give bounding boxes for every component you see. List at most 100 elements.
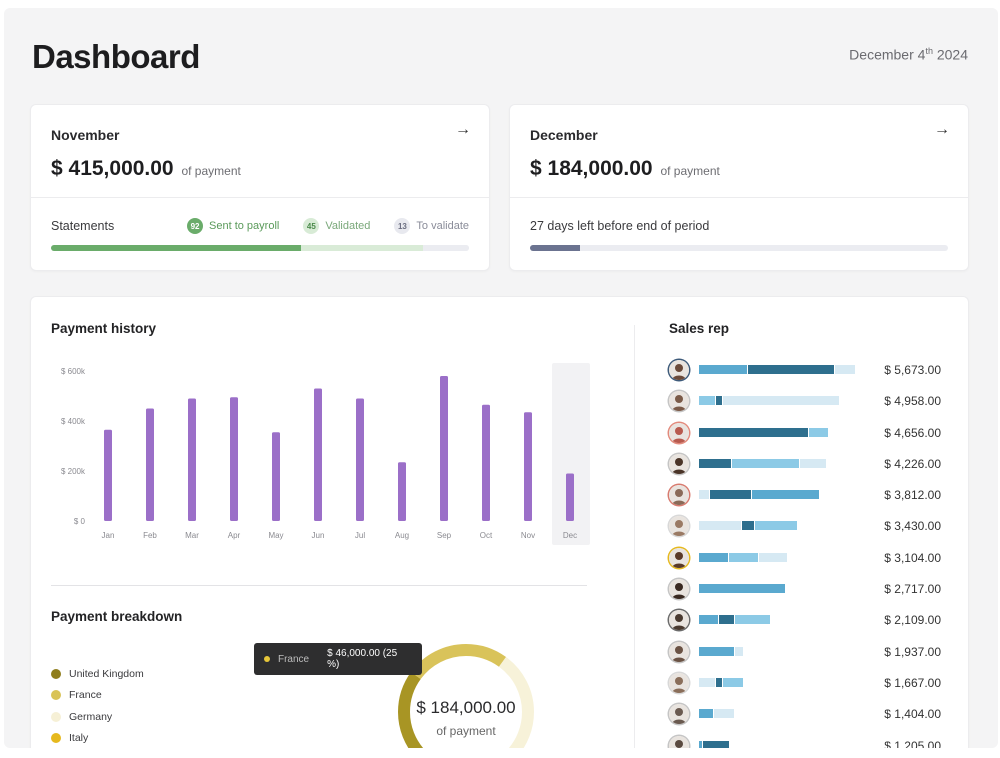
avatar [669, 579, 689, 600]
sales-rep-row[interactable]: $ 2,717.00 [669, 578, 949, 609]
legend-label: Germany [69, 710, 113, 723]
card-month-label: November [51, 127, 120, 143]
card-divider [510, 197, 968, 198]
bar-oct[interactable] [482, 404, 490, 521]
bar-segment [699, 584, 786, 594]
count-badge: 13 [394, 218, 411, 234]
bar-apr[interactable] [230, 397, 238, 521]
amount-suffix: of payment [660, 164, 720, 178]
bar-segment [699, 458, 731, 468]
legend-label: To validate [416, 220, 469, 232]
bar-segment [741, 521, 755, 531]
rep-amount: $ 3,104.00 [884, 550, 941, 565]
rep-amount: $ 1,404.00 [884, 707, 941, 722]
bar-jun[interactable] [314, 388, 322, 522]
avatar [669, 641, 689, 662]
donut-segment[interactable] [398, 644, 534, 748]
donut-segment[interactable] [398, 644, 534, 748]
x-tick-label: Mar [185, 531, 199, 540]
rep-stacked-bar [699, 709, 735, 719]
x-tick-label: May [268, 531, 283, 540]
rep-amount: $ 4,226.00 [884, 456, 941, 471]
avatar [669, 516, 689, 537]
y-tick-label: $ 200k [61, 467, 86, 476]
legend-label: United Kingdom [69, 667, 144, 680]
card-divider [31, 197, 489, 198]
bar-feb[interactable] [146, 408, 154, 522]
avatar [669, 735, 689, 748]
bar-segment [748, 365, 835, 374]
arrow-right-icon[interactable]: → [455, 121, 471, 138]
bar-jul[interactable] [356, 398, 364, 522]
page-date: December 4th 2024 [849, 46, 968, 63]
bar-dec[interactable] [566, 473, 574, 522]
bar-segment [758, 552, 788, 562]
november-card[interactable]: November → $ 415,000.00 of payment State… [30, 104, 490, 271]
legend-item[interactable]: United Kingdom [51, 663, 144, 685]
y-tick-label: $ 400k [61, 417, 86, 426]
sales-rep-row[interactable]: $ 4,656.00 [669, 422, 949, 453]
sales-rep-row[interactable]: $ 4,958.00 [669, 390, 949, 421]
bar-nov[interactable] [524, 412, 532, 521]
y-tick-label: $ 600k [61, 367, 86, 376]
avatar [669, 610, 689, 631]
bar-segment [723, 677, 743, 687]
bar-sep[interactable] [440, 376, 448, 521]
tooltip-value: $ 46,000.00 (25 %) [327, 648, 398, 670]
rep-amount: $ 1,667.00 [884, 675, 941, 690]
x-tick-label: Aug [395, 531, 409, 540]
rep-stacked-bar [699, 365, 856, 374]
sales-rep-row[interactable]: $ 1,667.00 [669, 672, 949, 703]
donut-tooltip: France $ 46,000.00 (25 %) [254, 643, 422, 675]
bar-segment [734, 615, 770, 625]
december-card[interactable]: December → $ 184,000.00 of payment 27 da… [509, 104, 969, 271]
sales-rep-row[interactable]: $ 4,226.00 [669, 453, 949, 484]
count-badge: 92 [187, 218, 204, 234]
bar-segment [716, 396, 723, 406]
avatar [669, 704, 689, 725]
legend-item[interactable]: Italy [51, 728, 144, 749]
sales-rep-row[interactable]: $ 3,430.00 [669, 515, 949, 546]
avatar [669, 391, 689, 412]
legend-sent-to-payroll: 92 Sent to payroll [187, 218, 279, 234]
legend-color-dot [51, 668, 61, 679]
rep-stacked-bar [699, 521, 798, 531]
sales-rep-title: Sales rep [669, 321, 730, 336]
legend-item[interactable]: France [51, 685, 144, 707]
progress-segment [423, 245, 469, 251]
arrow-right-icon[interactable]: → [934, 121, 950, 138]
bar-mar[interactable] [188, 398, 196, 522]
rep-stacked-bar [699, 740, 730, 748]
amount-suffix: of payment [181, 164, 241, 178]
rep-stacked-bar [699, 458, 827, 468]
legend-item[interactable]: Germany [51, 706, 144, 728]
rep-amount: $ 3,430.00 [884, 519, 941, 534]
bar-jan[interactable] [104, 429, 112, 521]
rep-stacked-bar [699, 615, 771, 625]
donut-center-label: of payment [436, 724, 496, 738]
donut-segment[interactable] [398, 644, 534, 748]
sales-rep-row[interactable]: $ 3,104.00 [669, 547, 949, 578]
x-tick-label: Sep [437, 531, 452, 540]
bar-segment [800, 458, 826, 468]
bar-may[interactable] [272, 432, 280, 521]
legend-label: Validated [325, 220, 371, 232]
payment-breakdown-title: Payment breakdown [51, 609, 183, 624]
sales-rep-row[interactable]: $ 1,205.00 [669, 735, 949, 748]
donut-center-amount: $ 184,000.00 [416, 698, 516, 717]
avatar [669, 547, 689, 568]
bar-segment [699, 740, 703, 748]
sales-rep-row[interactable]: $ 5,673.00 [669, 359, 949, 390]
bar-segment [699, 490, 709, 500]
payment-history-chart: $ 0 $ 200k $ 400k $ 600k Jan Feb Mar Apr May Jun J… [61, 363, 590, 545]
sales-rep-row[interactable]: $ 1,404.00 [669, 703, 949, 734]
bar-aug[interactable] [398, 462, 406, 521]
sales-rep-row[interactable]: $ 2,109.00 [669, 609, 949, 640]
date-main: December 4 [849, 46, 926, 63]
sales-rep-row[interactable]: $ 3,812.00 [669, 484, 949, 515]
sales-rep-row[interactable]: $ 1,937.00 [669, 641, 949, 672]
period-progress-fill [530, 245, 581, 251]
legend-validated: 45 Validated [303, 218, 370, 234]
highlight-column [552, 363, 590, 545]
rep-amount: $ 4,958.00 [884, 394, 941, 409]
